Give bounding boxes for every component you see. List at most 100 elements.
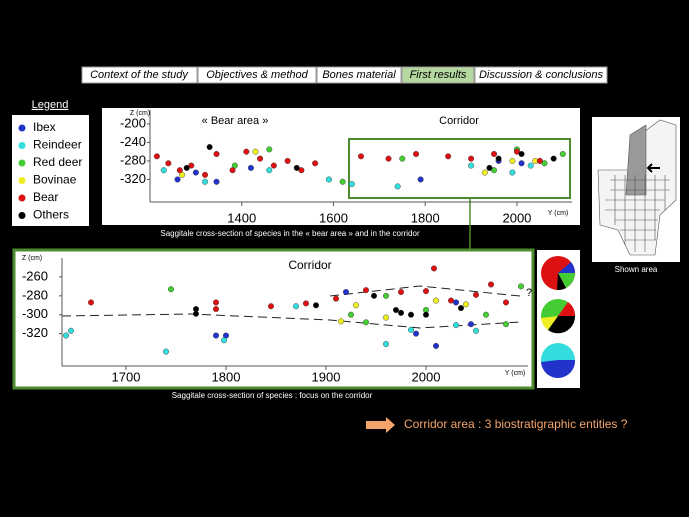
- point: [293, 303, 300, 310]
- y-tick-label: -320: [120, 171, 146, 186]
- pie: [541, 299, 576, 334]
- x-tick-label: 2000: [502, 210, 531, 225]
- point: [206, 144, 213, 151]
- y-tick-label: -260: [22, 268, 48, 283]
- point: [431, 265, 438, 272]
- legend-swatch: [18, 124, 26, 132]
- point: [398, 289, 405, 296]
- x-tick-label: 1800: [212, 369, 241, 384]
- point: [313, 302, 320, 309]
- point: [325, 176, 332, 183]
- x-tick-label: 2000: [412, 369, 441, 384]
- point: [486, 164, 493, 171]
- point: [229, 167, 236, 174]
- site-map: [597, 119, 677, 256]
- point: [408, 326, 415, 333]
- point: [413, 330, 420, 337]
- point: [174, 176, 181, 183]
- nav-label: Discussion & conclusions: [479, 69, 604, 81]
- point: [448, 297, 455, 304]
- map-caption: Shown area: [615, 265, 658, 274]
- point: [458, 305, 465, 312]
- legend-label: Ibex: [33, 120, 56, 134]
- point: [87, 299, 94, 306]
- legend-label: Red deer: [33, 155, 82, 169]
- nav-tab[interactable]: [81, 66, 198, 84]
- conclusion: Corridor area : 3 biostratigraphic entit…: [404, 417, 628, 431]
- y-tick-label: -300: [22, 306, 48, 321]
- y-axis-label: Z (cm): [22, 255, 42, 262]
- legend-label: Others: [33, 208, 69, 222]
- annotation: Corridor: [439, 115, 479, 127]
- point: [213, 178, 220, 185]
- point: [339, 178, 346, 185]
- point: [371, 292, 378, 299]
- point: [488, 281, 495, 288]
- nav-tab[interactable]: [474, 66, 608, 84]
- point: [220, 337, 227, 344]
- point: [343, 289, 350, 296]
- point: [338, 318, 345, 325]
- point: [183, 164, 190, 171]
- legend-swatch: [18, 177, 26, 184]
- y-tick-label: -280: [22, 287, 48, 302]
- point: [266, 146, 273, 153]
- point: [503, 321, 510, 328]
- point: [160, 167, 167, 174]
- point: [293, 164, 300, 171]
- point: [481, 169, 488, 176]
- point: [358, 153, 365, 160]
- point: [167, 286, 174, 293]
- x-tick-label: 1400: [227, 210, 256, 225]
- point: [453, 299, 460, 306]
- trend-line: [61, 313, 521, 329]
- point: [213, 150, 220, 157]
- point: [212, 332, 219, 339]
- point: [266, 167, 273, 174]
- x-tick-label: 1700: [112, 369, 141, 384]
- arrow: [366, 417, 395, 433]
- point: [192, 310, 199, 317]
- point: [348, 311, 355, 318]
- point: [270, 162, 277, 169]
- point: [212, 306, 219, 313]
- x-tick-label: 1900: [312, 369, 341, 384]
- point: [363, 319, 370, 326]
- trend-line: [329, 285, 521, 297]
- point: [363, 287, 370, 294]
- point: [491, 150, 498, 157]
- point: [550, 155, 557, 162]
- point: [399, 155, 406, 162]
- point: [423, 311, 430, 318]
- point: [453, 322, 460, 329]
- legend-box: [12, 115, 89, 226]
- nav-tab[interactable]: [197, 66, 317, 84]
- point: [433, 297, 440, 304]
- point: [252, 148, 259, 155]
- point: [162, 348, 169, 355]
- y-tick-label: -240: [120, 134, 146, 149]
- nav-tab[interactable]: [316, 66, 402, 84]
- nav-tab-active[interactable]: [401, 66, 475, 84]
- point: [202, 171, 209, 178]
- chart-caption: Saggitale cross-section of species : foc…: [172, 391, 373, 400]
- point: [433, 342, 440, 349]
- point: [268, 303, 275, 310]
- point: [518, 150, 525, 157]
- point: [559, 150, 566, 157]
- chart-frame: [12, 248, 535, 390]
- legend-swatch: [18, 159, 26, 167]
- point: [394, 183, 401, 190]
- nav-label: Context of the study: [90, 69, 189, 81]
- chart-frame: [102, 108, 580, 225]
- zoom-region: [348, 138, 571, 199]
- point: [473, 327, 480, 334]
- legend-swatch: [18, 212, 26, 219]
- point: [509, 157, 516, 164]
- point: [398, 309, 405, 316]
- point: [192, 169, 199, 176]
- point: [247, 164, 254, 171]
- nav-bar: Context of the study Objectives & method…: [81, 66, 608, 84]
- point: [202, 178, 209, 185]
- point: [463, 301, 470, 308]
